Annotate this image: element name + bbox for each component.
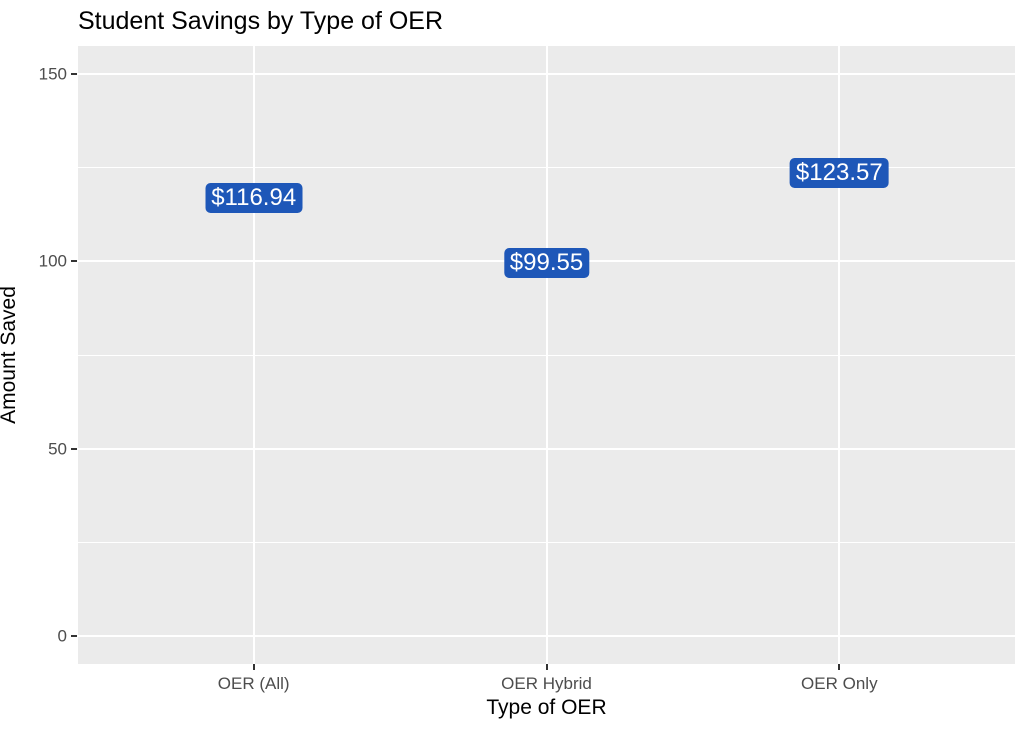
gridline-major-vertical — [252, 46, 255, 664]
x-tick-label: OER Hybrid — [501, 674, 592, 693]
x-axis-title: Type of OER — [486, 696, 607, 719]
gridline-major-vertical — [545, 46, 548, 664]
y-tick-label: 150 — [38, 64, 67, 84]
y-tick-label: 100 — [38, 251, 67, 271]
y-tick-mark — [71, 634, 77, 637]
y-axis-title: Amount Saved — [0, 286, 20, 424]
x-tick-mark — [252, 664, 255, 670]
y-tick-mark — [71, 73, 77, 76]
y-tick-mark — [71, 447, 77, 450]
y-tick-mark — [71, 260, 77, 263]
data-point-label: $116.94 — [205, 182, 303, 213]
y-tick-label: 50 — [48, 439, 67, 459]
x-tick-mark — [545, 664, 548, 670]
data-point-label: $99.55 — [503, 248, 590, 279]
x-tick-label: OER Only — [801, 674, 878, 693]
x-tick-label: OER (All) — [217, 674, 290, 693]
gridline-major-vertical — [838, 46, 841, 664]
plot-panel: $116.94 $99.55 $123.57 — [78, 46, 1015, 664]
y-tick-label: 0 — [57, 626, 67, 646]
data-point-label: $123.57 — [789, 158, 889, 189]
x-tick-mark — [838, 664, 841, 670]
chart-title: Student Savings by Type of OER — [78, 7, 444, 35]
